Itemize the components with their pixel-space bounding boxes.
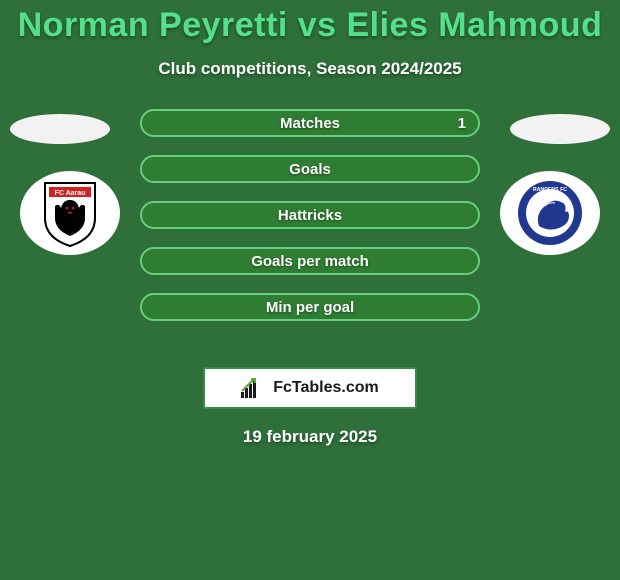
fctables-logo-icon	[241, 378, 267, 398]
svg-text:FC Aarau: FC Aarau	[55, 190, 86, 197]
randers-crest-icon: RANDERS FC	[515, 178, 585, 248]
comparison-area: FC Aarau RANDERS FC Matches 1 Goals Hattric…	[0, 109, 620, 349]
left-flag-placeholder	[10, 114, 110, 144]
svg-text:RANDERS FC: RANDERS FC	[533, 187, 567, 193]
stat-bar: Hattricks	[140, 201, 480, 229]
stat-bar-label: Hattricks	[278, 207, 342, 224]
right-club-crest: RANDERS FC	[500, 171, 600, 255]
stat-bar: Min per goal	[140, 293, 480, 321]
left-club-crest: FC Aarau	[20, 171, 120, 255]
stat-bar: Goals	[140, 155, 480, 183]
watermark-box: FcTables.com	[203, 367, 417, 409]
stat-bars: Matches 1 Goals Hattricks Goals per match Min…	[140, 109, 480, 321]
stat-bar-label: Matches	[280, 115, 340, 132]
watermark-text: FcTables.com	[273, 379, 379, 397]
right-flag-placeholder	[510, 114, 610, 144]
date-line: 19 february 2025	[0, 427, 620, 447]
subtitle: Club competitions, Season 2024/2025	[0, 59, 620, 79]
stat-bar-label: Min per goal	[266, 299, 354, 316]
stat-bar: Matches 1	[140, 109, 480, 137]
stat-bar-value-right: 1	[458, 115, 466, 132]
stat-bar-label: Goals per match	[251, 253, 369, 270]
page-title: Norman Peyretti vs Elies Mahmoud	[0, 0, 620, 45]
stat-bar: Goals per match	[140, 247, 480, 275]
comparison-infographic: Norman Peyretti vs Elies Mahmoud Club co…	[0, 0, 620, 580]
stat-bar-label: Goals	[289, 161, 331, 178]
aarau-crest-icon: FC Aarau	[35, 178, 105, 248]
